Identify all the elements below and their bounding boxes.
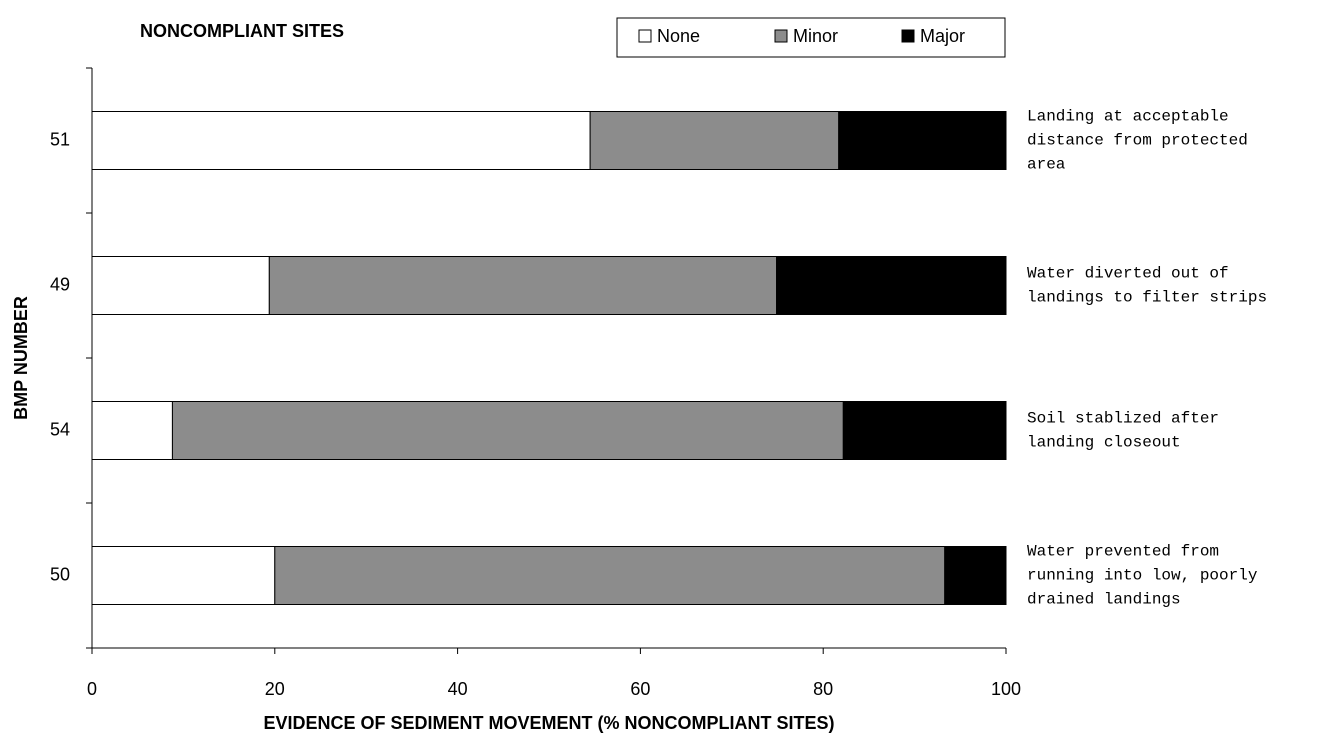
bar-segment	[274, 546, 946, 605]
y-tick-label: 54	[50, 419, 70, 439]
legend-swatch	[638, 29, 652, 43]
y-tick-label: 50	[50, 564, 70, 584]
y-axis-label: BMP NUMBER	[11, 296, 31, 420]
bar-segment	[776, 256, 1007, 315]
y-tick-label: 51	[50, 129, 70, 149]
annotation: running into low, poorly	[1027, 567, 1258, 585]
bar-segment	[91, 111, 591, 170]
bar-segment	[268, 256, 778, 315]
legend-label: Minor	[793, 26, 838, 46]
legend-swatch	[901, 29, 915, 43]
annotation: landing closeout	[1027, 434, 1181, 452]
annotation: Water diverted out of	[1027, 265, 1229, 283]
y-tick-label: 49	[50, 274, 70, 294]
bar-segment	[171, 401, 844, 460]
bar-segment	[838, 111, 1007, 170]
x-tick-label: 100	[991, 679, 1021, 699]
legend-swatch	[774, 29, 788, 43]
annotation: Water prevented from	[1027, 543, 1219, 561]
legend-label: None	[657, 26, 700, 46]
legend-label: Major	[920, 26, 965, 46]
bar-segment	[842, 401, 1007, 460]
annotation: drained landings	[1027, 591, 1181, 609]
x-tick-label: 0	[87, 679, 97, 699]
annotation: landings to filter strips	[1027, 289, 1267, 307]
annotation: area	[1027, 156, 1066, 174]
bar-segment	[91, 256, 270, 315]
x-tick-label: 80	[813, 679, 833, 699]
bar-segment	[589, 111, 840, 170]
chart-title: NONCOMPLIANT SITES	[140, 21, 344, 41]
bar-segment	[91, 401, 173, 460]
x-axis-label: EVIDENCE OF SEDIMENT MOVEMENT (% NONCOMP…	[263, 713, 834, 733]
bar-segment	[91, 546, 276, 605]
annotation: distance from protected	[1027, 132, 1248, 150]
annotation: Soil stablized after	[1027, 410, 1219, 428]
bar-segment	[944, 546, 1007, 605]
x-tick-label: 60	[630, 679, 650, 699]
annotation: Landing at acceptable	[1027, 108, 1229, 126]
legend-box	[616, 17, 1006, 58]
x-tick-label: 20	[265, 679, 285, 699]
x-tick-label: 40	[448, 679, 468, 699]
